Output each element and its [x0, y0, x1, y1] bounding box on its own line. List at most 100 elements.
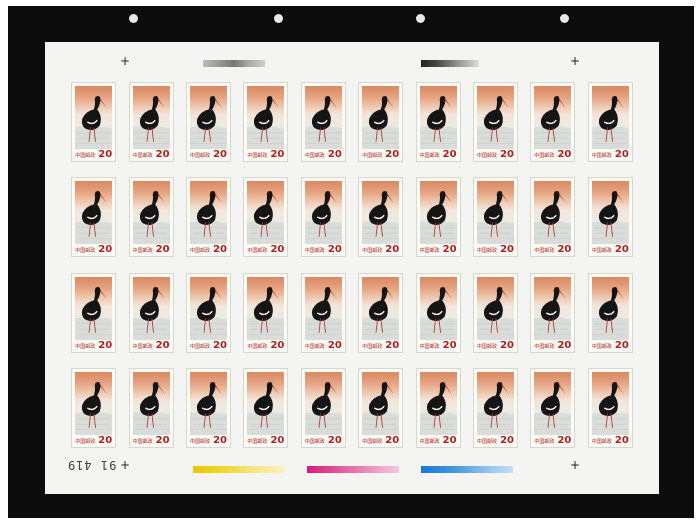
- stamp: 中国邮政 20: [125, 78, 177, 165]
- stamp-face: 中国邮政 20: [358, 177, 404, 258]
- registration-mark: +: [570, 458, 581, 472]
- binder-hole: [274, 14, 283, 23]
- stamp-value: 20: [327, 244, 342, 256]
- registration-mark: +: [570, 54, 581, 68]
- stamp: 中国邮政 20: [183, 174, 234, 261]
- stamp: 中国邮政 20: [584, 365, 636, 452]
- stamp-value: 20: [327, 435, 342, 447]
- yellow-bar: [193, 466, 285, 473]
- stamp: 中国邮政 20: [240, 78, 292, 165]
- black-stork-icon: [362, 181, 400, 245]
- stamp-face: 中国邮政 20: [415, 177, 461, 258]
- stamp-country: 中国邮政: [247, 439, 268, 446]
- stamp-face: 中国邮政 20: [128, 368, 174, 449]
- stamp-country: 中国邮政: [591, 439, 612, 446]
- black-stork-icon: [75, 181, 113, 245]
- stamp-face: 中国邮政 20: [530, 272, 576, 353]
- stamp-country: 中国邮政: [419, 343, 440, 350]
- black-stork-icon: [75, 85, 113, 149]
- stamp-value: 20: [442, 244, 457, 256]
- stamp-country: 中国邮政: [247, 248, 268, 255]
- binder-hole: [416, 14, 425, 23]
- stamp-country: 中国邮政: [534, 439, 555, 446]
- stamp: 中国邮政 20: [240, 365, 292, 452]
- stamp-face: 中国邮政 20: [128, 272, 174, 353]
- black-stork-icon: [190, 276, 227, 340]
- stamp-face: 中国邮政 20: [128, 81, 174, 162]
- stamp-country: 中国邮政: [304, 343, 325, 350]
- stamp: 中国邮政 20: [527, 78, 579, 165]
- stamp: 中国邮政 20: [355, 78, 407, 165]
- stamp: 中国邮政 20: [125, 269, 177, 356]
- stamp-face: 中国邮政 20: [530, 368, 576, 449]
- black-stork-icon: [304, 372, 342, 436]
- stamp: 中国邮政 20: [183, 269, 234, 356]
- stamp-country: 中国邮政: [477, 439, 498, 446]
- stamp: 中国邮政 20: [240, 174, 292, 261]
- stamp: 中国邮政 20: [68, 365, 120, 452]
- stamp-value: 20: [500, 148, 514, 160]
- stamp-value: 20: [155, 339, 170, 351]
- stamp-country: 中国邮政: [362, 439, 383, 446]
- stamp: 中国邮政 20: [412, 269, 464, 356]
- stamp: 中国邮政 20: [68, 78, 120, 165]
- black-stork-icon: [477, 372, 514, 436]
- stamp: 中国邮政 20: [183, 78, 234, 165]
- binder-sleeve: + + + + 中国邮政 20 中国邮政 20 中国邮政 20 中国邮政 20 中国邮政 20 中国…: [8, 6, 694, 518]
- black-stork-icon: [247, 276, 285, 340]
- black-stork-icon: [247, 372, 285, 436]
- binder-hole: [560, 14, 569, 23]
- black-stork-icon: [362, 372, 400, 436]
- stamp-country: 中国邮政: [362, 343, 383, 350]
- stamp-country: 中国邮政: [132, 248, 153, 255]
- stamp-value: 20: [442, 435, 457, 447]
- stamp-value: 20: [500, 435, 514, 447]
- stamp: 中国邮政 20: [68, 269, 120, 356]
- stamp-face: 中国邮政 20: [243, 272, 289, 353]
- stamp-face: 中国邮政 20: [186, 368, 231, 449]
- stamp: 中国邮政 20: [527, 365, 579, 452]
- stamp: 中国邮政 20: [297, 174, 349, 261]
- stamp: 中国邮政 20: [470, 78, 521, 165]
- stamp: 中国邮政 20: [412, 174, 464, 261]
- black-stork-icon: [534, 372, 572, 436]
- stamp-value: 20: [442, 148, 457, 160]
- stamp-value: 20: [614, 148, 629, 160]
- black-stork-icon: [190, 85, 227, 149]
- stamp-face: 中国邮政 20: [530, 81, 576, 162]
- stamp-country: 中国邮政: [477, 152, 498, 159]
- stamp: 中国邮政 20: [470, 174, 521, 261]
- stamp: 中国邮政 20: [125, 365, 177, 452]
- black-stork-icon: [591, 372, 629, 436]
- stamp-face: 中国邮政 20: [473, 81, 518, 162]
- stamp-face: 中国邮政 20: [587, 81, 633, 162]
- stamp-face: 中国邮政 20: [473, 368, 518, 449]
- black-stork-icon: [591, 181, 629, 245]
- stamp-face: 中国邮政 20: [358, 368, 404, 449]
- stamp-value: 20: [98, 435, 113, 447]
- stamp-face: 中国邮政 20: [415, 368, 461, 449]
- stamp-face: 中国邮政 20: [300, 272, 346, 353]
- black-stork-icon: [477, 181, 514, 245]
- black-stork-icon: [304, 85, 342, 149]
- stamp: 中国邮政 20: [584, 174, 636, 261]
- plate-number: 91 419: [67, 458, 117, 472]
- stamp-country: 中国邮政: [190, 343, 211, 350]
- stamp-value: 20: [98, 339, 113, 351]
- stamp-face: 中国邮政 20: [415, 272, 461, 353]
- stamp-country: 中国邮政: [75, 439, 96, 446]
- stamp-value: 20: [155, 244, 170, 256]
- black-stork-icon: [304, 181, 342, 245]
- black-stork-icon: [132, 276, 170, 340]
- stamp-face: 中国邮政 20: [358, 81, 404, 162]
- stamp-face: 中国邮政 20: [473, 177, 518, 258]
- stamp-value: 20: [213, 244, 227, 256]
- black-stork-icon: [419, 181, 457, 245]
- black-stork-icon: [132, 85, 170, 149]
- registration-mark: +: [120, 54, 131, 68]
- stamp-country: 中国邮政: [534, 343, 555, 350]
- stamp: 中国邮政 20: [355, 269, 407, 356]
- stamp-face: 中国邮政 20: [71, 368, 117, 449]
- stamp-face: 中国邮政 20: [300, 177, 346, 258]
- stamp-value: 20: [614, 244, 629, 256]
